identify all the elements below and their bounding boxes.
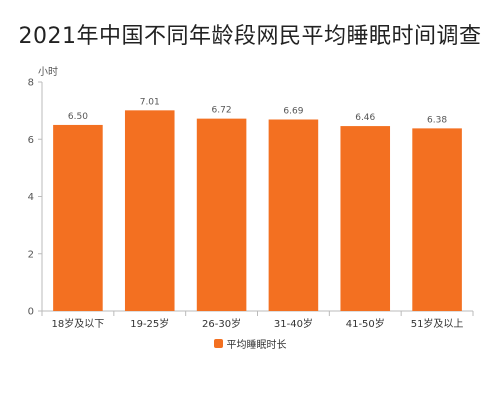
bar-value-label: 6.72 — [212, 106, 232, 116]
bar — [340, 126, 391, 312]
bar — [268, 119, 319, 311]
bar-value-label: 6.50 — [68, 112, 88, 122]
x-tick-label: 51岁及以上 — [411, 317, 464, 330]
y-tick-label: 4 — [28, 192, 34, 203]
legend: 平均睡眠时长 — [0, 336, 500, 351]
bar — [53, 124, 103, 311]
x-tick-label: 19-25岁 — [130, 317, 169, 330]
y-tick-label: 8 — [28, 78, 34, 89]
y-tick-label: 2 — [28, 249, 34, 260]
bar-series: 6.50 7.01 6.72 6.69 6.46 6.38 — [53, 97, 462, 312]
legend-label: 平均睡眠时长 — [226, 340, 287, 351]
bar — [124, 110, 175, 312]
bar-value-label: 6.46 — [355, 113, 375, 123]
y-axis-unit-label: 小时 — [38, 66, 58, 78]
bar-value-label: 6.69 — [283, 106, 303, 116]
legend-swatch — [213, 339, 223, 348]
bar — [412, 128, 462, 311]
y-tick-label: 6 — [28, 135, 34, 146]
chart-title: 2021年中国不同年龄段网民平均睡眠时间调查 — [18, 24, 482, 49]
x-tick-label: 26-30岁 — [202, 317, 241, 330]
bar-value-label: 6.38 — [427, 115, 447, 125]
x-axis: 18岁及以下 19-25岁 26-30岁 31-40岁 41-50岁 51岁及以上 — [41, 310, 474, 330]
y-axis: 0 2 4 6 8 — [28, 78, 43, 318]
bar-value-label: 7.01 — [140, 97, 160, 107]
bar — [196, 118, 247, 311]
x-tick-label: 41-50岁 — [346, 317, 385, 330]
x-tick-label: 31-40岁 — [274, 317, 313, 330]
y-tick-label: 0 — [28, 307, 34, 318]
x-tick-label: 18岁及以下 — [52, 317, 105, 330]
